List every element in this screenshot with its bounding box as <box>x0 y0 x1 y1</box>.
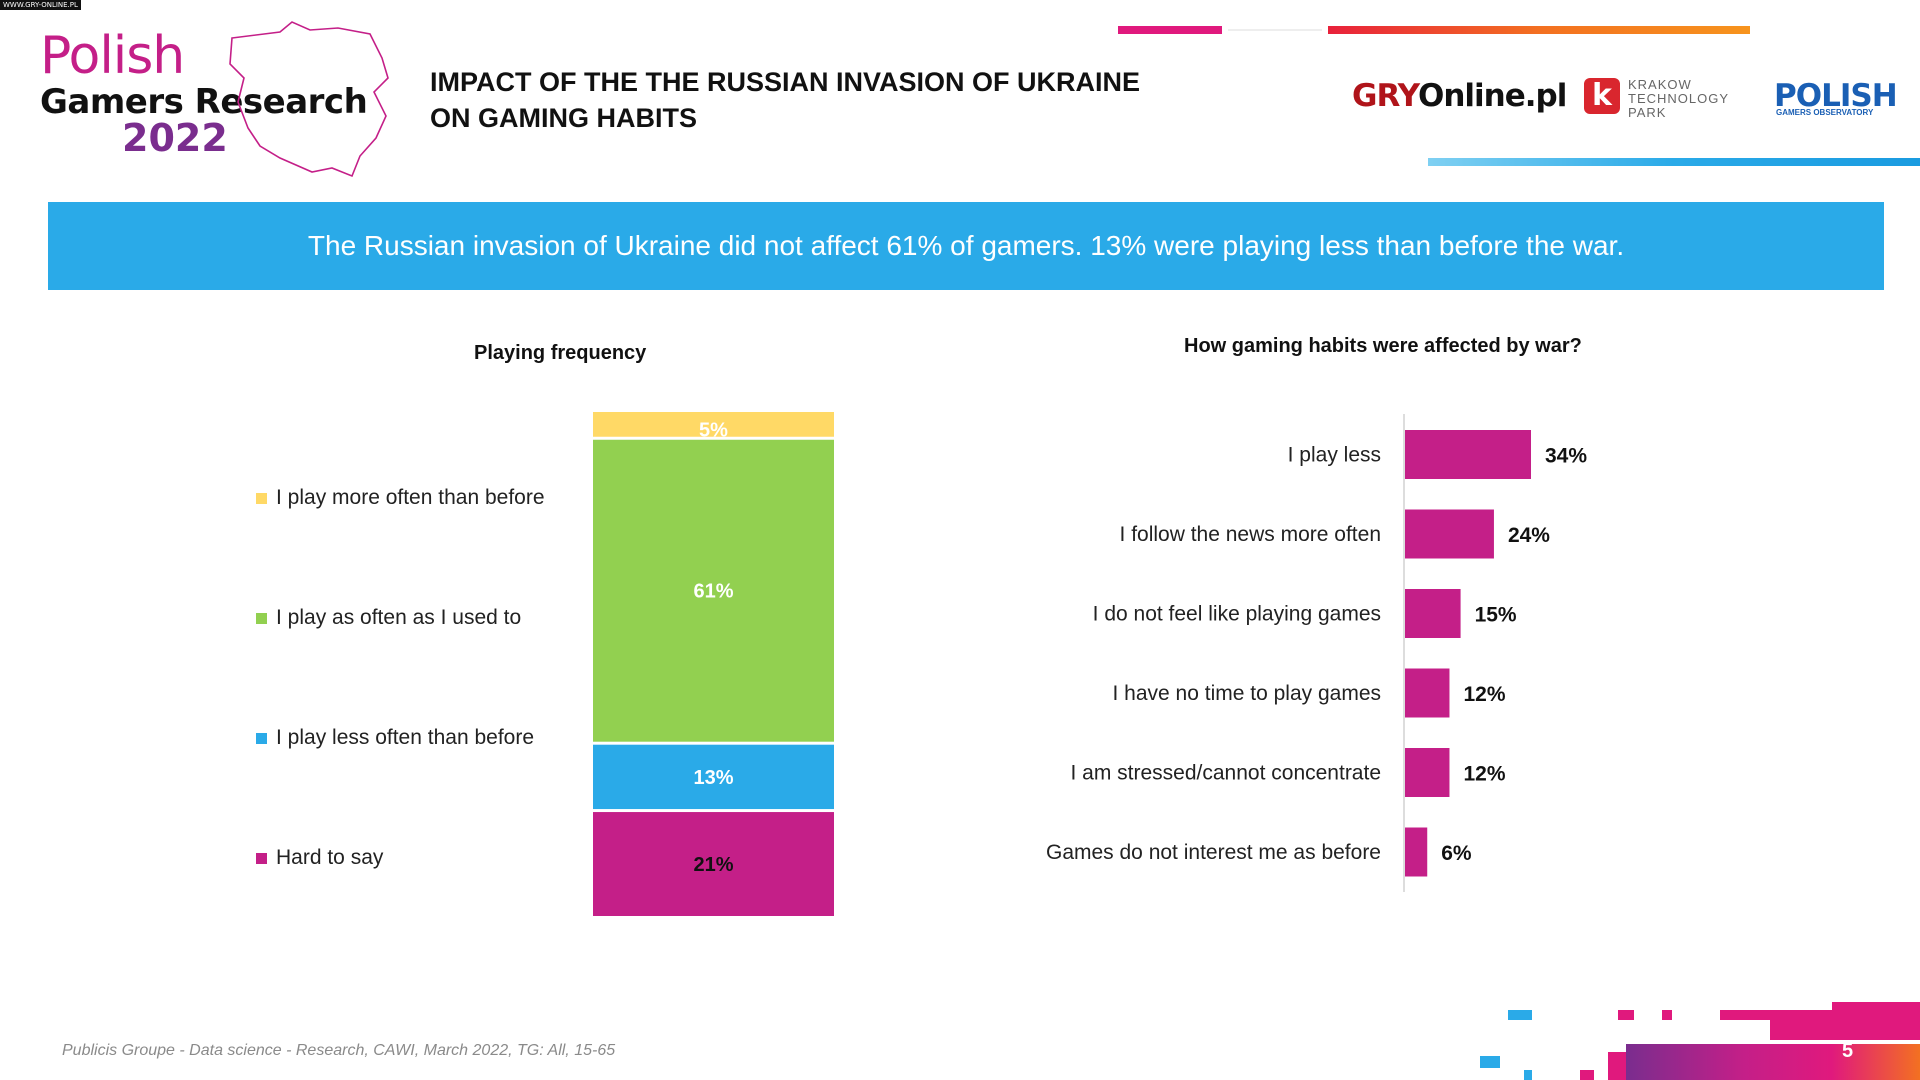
decor-pixel <box>1662 1010 1672 1020</box>
decor-stripe-pink <box>1118 26 1222 34</box>
decor-stripe-orange <box>1328 26 1750 34</box>
slide-title-line2: ON GAMING HABITS <box>430 103 697 133</box>
gryonline-logo-part1: GRY <box>1352 78 1419 114</box>
hbar-category-label: I am stressed/cannot concentrate <box>1071 762 1382 785</box>
hbar-category-label: Games do not interest me as before <box>1046 841 1381 864</box>
legend-item-more-often: I play more often than before <box>256 486 545 510</box>
stacked-segment-label: 5% <box>699 419 728 441</box>
legend-label: I play less often than before <box>276 726 534 749</box>
hbar <box>1405 668 1450 718</box>
legend-swatch-blue <box>256 732 267 744</box>
stacked-segment-label: 61% <box>693 581 733 603</box>
source-footnote: Publicis Groupe - Data science - Researc… <box>62 1042 616 1059</box>
slide-title-line1: IMPACT OF THE THE RUSSIAN INVASION OF UK… <box>430 67 1141 97</box>
legend-swatch-green <box>256 612 267 624</box>
legend-item-as-often: I play as often as I used to <box>256 606 521 630</box>
polish-gamers-observatory-sub: GAMERS OBSERVATORY <box>1776 108 1874 117</box>
krakow-technology-park-text: KRAKOW TECHNOLOGY PARK <box>1628 78 1729 120</box>
decor-stripe-blue <box>1428 158 1920 166</box>
legend-item-less-often: I play less often than before <box>256 726 534 750</box>
legend-label: I play as often as I used to <box>276 606 522 629</box>
decor-pixel <box>1580 1070 1594 1080</box>
hbar <box>1405 827 1428 877</box>
decor-pixel <box>1508 1010 1532 1020</box>
decor-pixel <box>1720 1010 1920 1020</box>
right-chart-title: How gaming habits were affected by war? <box>1184 335 1582 357</box>
legend-item-hard-to-say: Hard to say <box>256 846 383 870</box>
stacked-segment <box>593 412 834 437</box>
gryonline-logo: GRYOnline.pl <box>1352 78 1567 114</box>
decor-pixel <box>1608 1052 1630 1080</box>
hbar-value-label: 12% <box>1463 683 1505 706</box>
krakow-technology-park-icon: k <box>1584 78 1620 114</box>
logo-gamers-research-text: Gamers Research <box>40 82 368 122</box>
slide-title: IMPACT OF THE THE RUSSIAN INVASION OF UK… <box>430 64 1140 136</box>
page-number: 5 <box>1842 1040 1854 1062</box>
logo-polish-text: Polish <box>40 26 185 86</box>
left-chart-title: Playing frequency <box>474 342 647 364</box>
decor-stripe-gray <box>1228 29 1322 31</box>
decor-pixel <box>1832 1002 1920 1010</box>
stacked-segment-label: 21% <box>693 854 733 876</box>
hbar-category-label: I follow the news more often <box>1120 523 1381 546</box>
legend-swatch-yellow <box>256 492 267 504</box>
legend-label: Hard to say <box>276 846 384 869</box>
stacked-segment <box>593 744 834 810</box>
stacked-segment <box>593 439 834 742</box>
decor-gradient-block <box>1626 1044 1920 1080</box>
hbar <box>1405 748 1450 797</box>
gryonline-logo-part2: Online.pl <box>1417 78 1567 114</box>
source-watermark: WWW.GRY-ONLINE.PL <box>0 0 81 10</box>
decor-pixel <box>1618 1010 1634 1020</box>
hbar-value-label: 24% <box>1508 524 1550 547</box>
legend-label: I play more often than before <box>276 486 545 509</box>
decor-pixel <box>1524 1070 1532 1080</box>
hbar-category-label: I play less <box>1288 444 1381 467</box>
hbar-category-label: I have no time to play games <box>1113 682 1381 705</box>
hbar-category-label: I do not feel like playing games <box>1093 603 1381 626</box>
ktp-line2: TECHNOLOGY <box>1628 91 1730 106</box>
hbar-value-label: 12% <box>1463 763 1505 786</box>
stacked-segment-label: 13% <box>693 767 733 789</box>
ktp-line3: PARK <box>1628 105 1667 120</box>
hbar <box>1405 509 1494 559</box>
polish-gamers-observatory-logo: POLISH <box>1774 78 1898 114</box>
hbar <box>1405 589 1461 638</box>
hbar-value-label: 34% <box>1545 445 1587 468</box>
legend-swatch-magenta <box>256 852 267 864</box>
hbar <box>1405 430 1531 479</box>
decor-pixel <box>1770 1020 1920 1040</box>
ktp-line1: KRAKOW <box>1628 77 1692 92</box>
poland-map-outline-icon <box>229 21 389 178</box>
hbar-value-label: 6% <box>1441 842 1472 865</box>
decor-pixel <box>1480 1056 1500 1068</box>
stacked-segment <box>593 812 834 916</box>
logo-year-text: 2022 <box>122 116 228 160</box>
key-finding-banner: The Russian invasion of Ukraine did not … <box>48 202 1884 290</box>
hbar-value-label: 15% <box>1475 604 1517 627</box>
